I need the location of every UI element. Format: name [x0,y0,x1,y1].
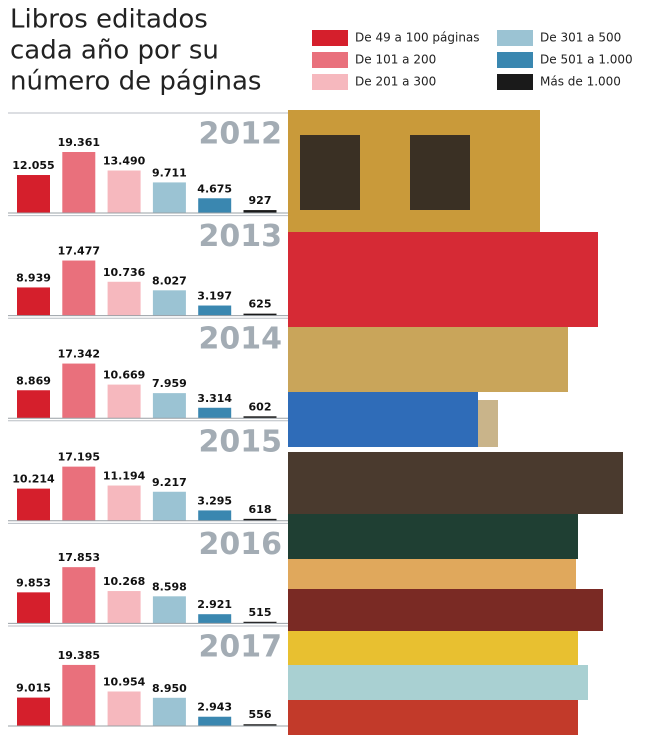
bar [17,488,50,521]
value-label: 9.015 [16,682,51,695]
legend-label: De 101 a 200 [355,53,436,67]
bar [152,697,186,726]
bar [62,363,96,419]
bar [17,697,50,726]
bar [198,510,232,521]
value-label: 19.385 [58,649,100,662]
bar [198,198,232,213]
bar [62,466,96,521]
legend-label: De 49 a 100 páginas [355,31,480,45]
bar [152,290,186,316]
bar [243,313,277,316]
bar [62,152,96,213]
value-label: 8.950 [152,682,187,695]
value-label: 3.314 [197,392,232,405]
value-label: 9.853 [16,576,51,589]
value-label: 10.214 [12,473,55,486]
legend-swatch [312,30,348,46]
bar [198,305,232,316]
value-label: 927 [249,194,272,207]
bar [243,518,277,521]
bar [62,260,96,316]
year-label: 2013 [199,219,283,254]
bar [243,724,277,726]
value-label: 8.869 [16,374,51,387]
value-label: 17.195 [58,451,100,464]
value-label: 10.736 [103,266,146,279]
bar [17,592,50,624]
bar [17,175,50,213]
bar [152,596,186,624]
legend-swatch [497,74,533,90]
year-label: 2016 [199,527,283,562]
bar [107,170,141,213]
legend-swatch [312,52,348,68]
legend-label: Más de 1.000 [540,75,621,89]
legend-swatch [497,52,533,68]
legend-label: De 301 a 500 [540,31,621,45]
year-label: 2015 [199,424,283,459]
value-label: 625 [249,298,272,311]
legend-swatch [497,30,533,46]
value-label: 12.055 [12,159,54,172]
bar [17,390,50,419]
bar [243,621,277,624]
value-label: 11.194 [103,470,146,483]
chart-title: número de páginas [10,67,261,97]
bar [152,393,186,419]
value-label: 13.490 [103,154,146,167]
bar [152,182,186,213]
year-label: 2012 [199,117,283,152]
legend-swatch [312,74,348,90]
bar [62,567,96,624]
value-label: 17.477 [58,245,100,258]
bar [107,591,141,624]
value-label: 3.295 [197,494,232,507]
value-label: 602 [249,400,272,413]
value-label: 556 [249,708,272,721]
bar [17,287,50,316]
value-label: 3.197 [197,290,232,303]
value-label: 10.954 [103,675,146,688]
value-label: 8.027 [152,274,187,287]
value-label: 2.921 [197,598,232,611]
chart-title: Libros editados [10,5,208,35]
value-label: 8.939 [16,271,51,284]
value-label: 618 [249,503,272,516]
legend-label: De 501 a 1.000 [540,53,633,67]
bar [198,614,232,624]
value-label: 10.268 [103,575,145,588]
value-label: 17.342 [58,348,100,361]
value-label: 17.853 [58,551,100,564]
bar [107,384,141,419]
bar [198,407,232,419]
legend-label: De 201 a 300 [355,75,436,89]
value-label: 2.943 [197,701,232,714]
value-label: 515 [249,606,272,619]
value-label: 8.598 [152,580,187,593]
bar [243,210,277,213]
books-illustration [288,110,623,735]
value-label: 9.217 [152,476,187,489]
value-label: 9.711 [152,166,187,179]
value-label: 4.675 [197,182,232,195]
bar [107,281,141,316]
year-label: 2014 [199,322,283,357]
bar [107,485,141,521]
value-label: 19.361 [58,136,100,149]
bar [107,691,141,726]
bar [152,491,186,521]
value-label: 7.959 [152,377,187,390]
bar [198,716,232,726]
value-label: 10.669 [103,369,145,382]
chart-title: cada año por su [10,36,219,66]
bar [243,416,277,419]
bar [62,664,96,726]
year-label: 2017 [199,630,283,665]
